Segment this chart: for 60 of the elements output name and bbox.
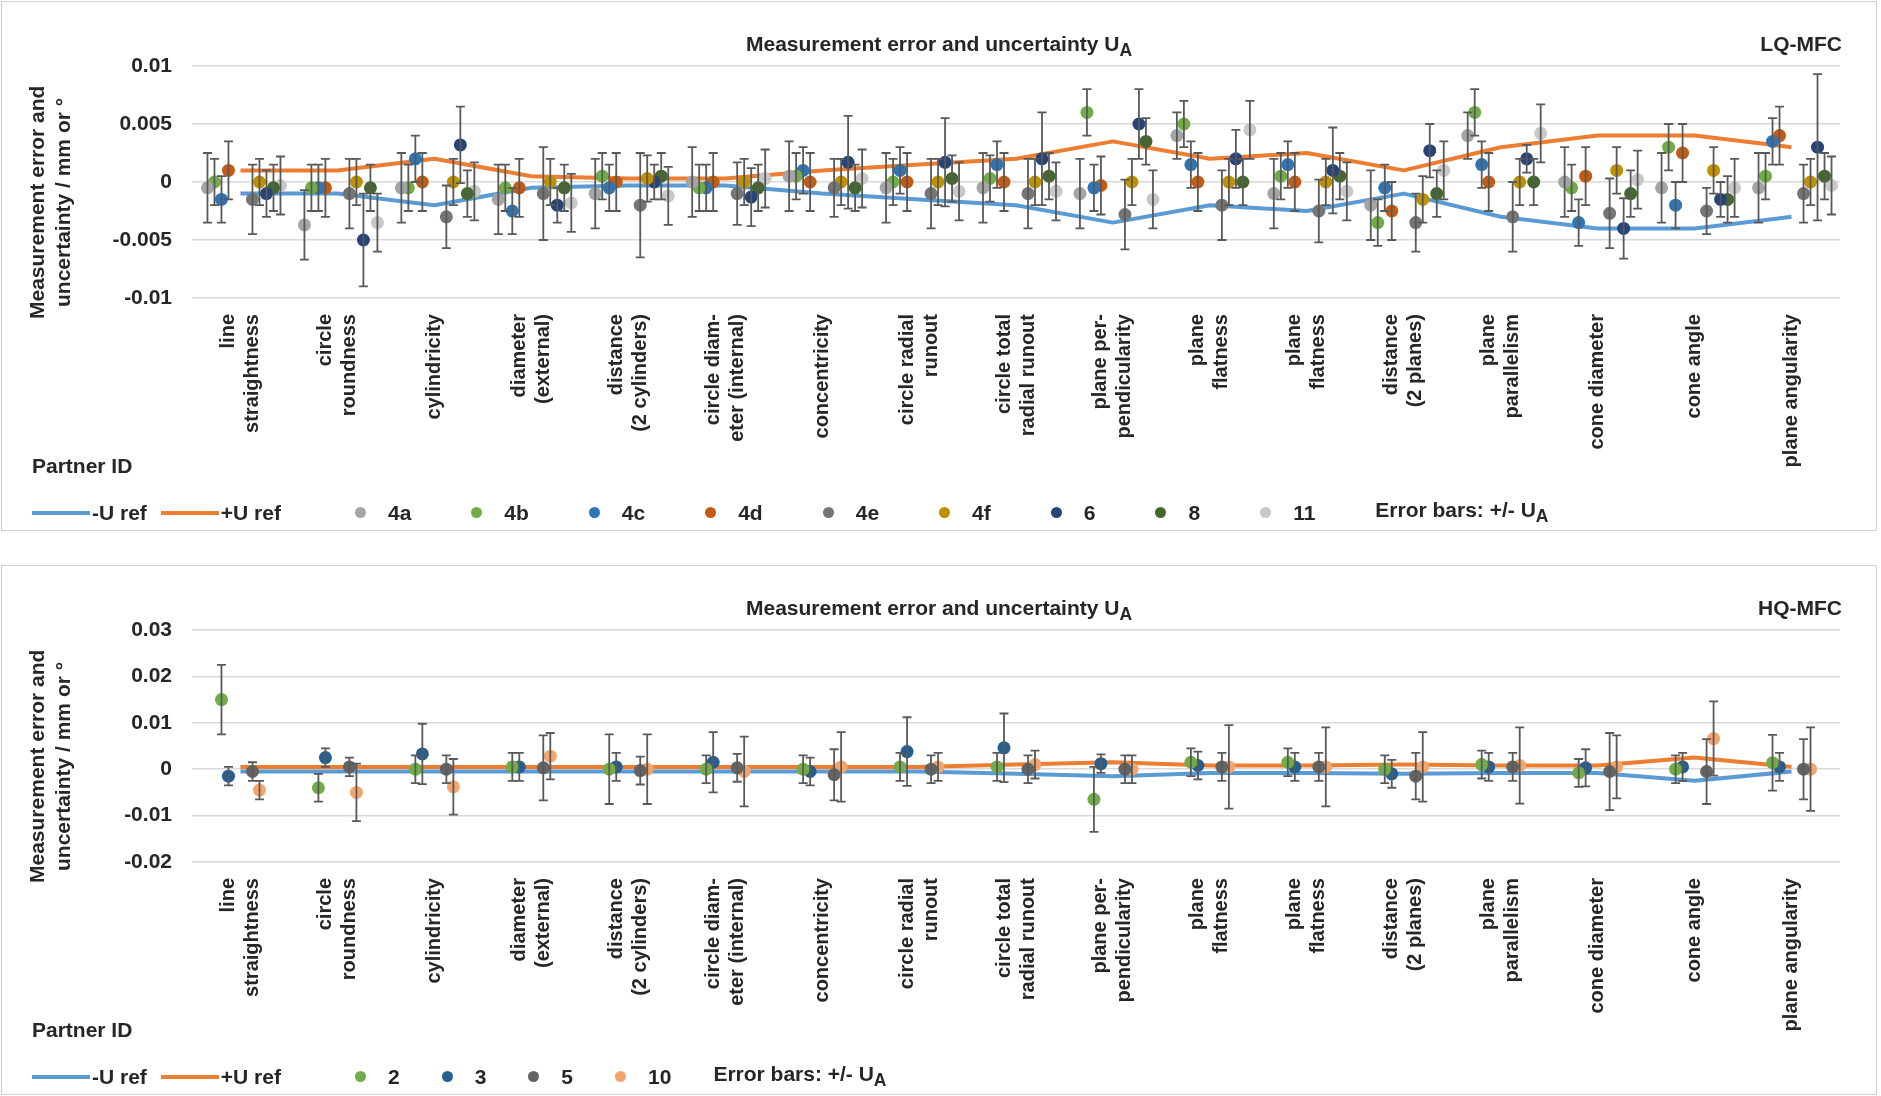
y-tick-label: 0 — [160, 756, 172, 779]
y-tick-label: -0.01 — [124, 802, 173, 826]
x-tick-label: circle radial runout — [894, 877, 941, 990]
text: Error bars: +/- U$_{A}$ — [713, 1062, 887, 1092]
x-tick-label: cone diameter — [1585, 877, 1608, 1014]
y-tick-label: -0.005 — [112, 226, 173, 250]
x-tick-label: cone diameter — [1585, 313, 1608, 450]
legend-label: 10 — [648, 1064, 672, 1089]
x-tick-label: distance (2 cylinders) — [603, 878, 650, 996]
y-tick-label: 0.005 — [119, 110, 173, 134]
y-tick-label: 0.01 — [131, 52, 173, 76]
legend-label: 4f — [972, 500, 991, 525]
x-tick-label: distance (2 planes) — [1379, 314, 1426, 408]
legend-label: +U ref — [220, 1064, 281, 1089]
legend-title: Partner ID — [32, 1018, 134, 1042]
legend-label: 4d — [738, 500, 763, 525]
x-tick-label: diameter (external) — [506, 877, 553, 969]
legend-label: +U ref — [220, 500, 281, 525]
legend-label: 2 — [387, 1064, 400, 1089]
text: Error bars: +/- U$_{A}$ — [1375, 498, 1549, 528]
y-axis-title: Measurement error and uncertainty / mm or ° — [24, 648, 75, 885]
y-tick-label: 0.01 — [131, 709, 173, 733]
legend-label: 6 — [1083, 500, 1096, 525]
x-tick-label: line straightness — [215, 878, 262, 997]
legend-label: 4a — [387, 500, 412, 525]
x-tick-label: cone angle — [1682, 878, 1705, 983]
legend-title: Partner ID — [32, 454, 134, 478]
x-tick-label: concentricity — [809, 313, 832, 439]
legend-label: 5 — [561, 1064, 574, 1089]
x-tick-label: diameter (external) — [506, 313, 553, 405]
legend-label: 4b — [504, 500, 529, 525]
x-tick-label: distance (2 planes) — [1379, 878, 1426, 972]
x-tick-label: concentricity — [809, 877, 832, 1003]
legend-label: 4e — [855, 500, 880, 525]
x-tick-label: cylindricity — [421, 313, 444, 420]
legend-label: 11 — [1293, 500, 1316, 525]
text: LQ-MFC — [1760, 32, 1842, 56]
chart-title: Measurement error and uncertainty U$_{A}$ — [745, 596, 1133, 625]
y-tick-label: 0.02 — [131, 663, 172, 687]
y-tick-label: 0 — [160, 168, 172, 192]
x-tick-label: cylindricity — [421, 877, 444, 984]
y-tick-label: -0.02 — [124, 848, 172, 872]
x-tick-label: plane angularity — [1779, 877, 1802, 1032]
y-tick-label: 0.03 — [131, 616, 172, 640]
legend-label: -U ref — [92, 1064, 147, 1089]
x-tick-label: circle diam- eter (internal) — [700, 314, 747, 442]
y-tick-label: -0.01 — [124, 284, 173, 308]
legend-label: -U ref — [92, 500, 147, 525]
x-tick-label: circle radial runout — [894, 313, 941, 426]
x-tick-label: circle diam- eter (internal) — [700, 878, 747, 1006]
legend-label: 8 — [1188, 500, 1201, 525]
legend-label: 4c — [621, 500, 646, 525]
x-tick-label: plane angularity — [1779, 313, 1802, 468]
x-tick-label: cone angle — [1682, 314, 1705, 419]
text: HQ-MFC — [1758, 596, 1842, 620]
legend-label: 3 — [474, 1064, 487, 1089]
x-tick-label: distance (2 cylinders) — [603, 314, 650, 432]
x-tick-label: line straightness — [215, 314, 262, 433]
y-axis-title: Measurement error and uncertainty / mm or ° — [24, 84, 75, 321]
chart-title: Measurement error and uncertainty U$_{A}$ — [745, 32, 1133, 61]
